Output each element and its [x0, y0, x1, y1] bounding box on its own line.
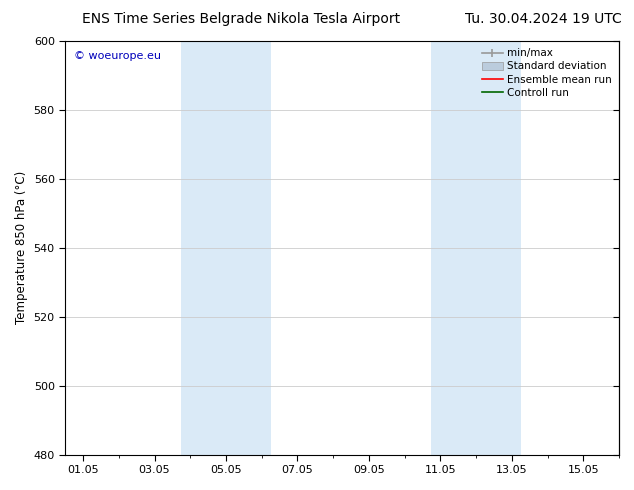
Text: ENS Time Series Belgrade Nikola Tesla Airport: ENS Time Series Belgrade Nikola Tesla Ai… [82, 12, 401, 26]
Bar [431, 41, 521, 455]
Y-axis label: Temperature 850 hPa (°C): Temperature 850 hPa (°C) [15, 171, 28, 324]
Text: Tu. 30.04.2024 19 UTC: Tu. 30.04.2024 19 UTC [465, 12, 621, 26]
Bar [181, 41, 271, 455]
Legend: min/max, Standard deviation, Ensemble mean run, Controll run: min/max, Standard deviation, Ensemble me… [478, 44, 616, 102]
Text: © woeurope.eu: © woeurope.eu [74, 51, 160, 61]
